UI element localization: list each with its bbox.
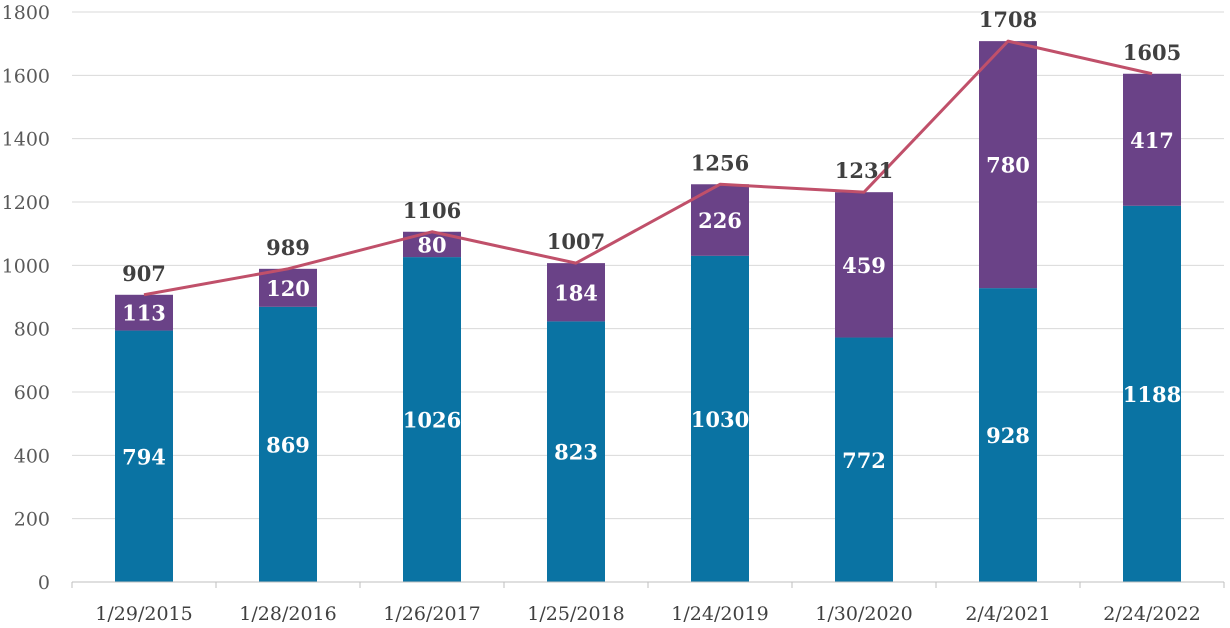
- bar-segment-series-1: [691, 255, 749, 583]
- x-tick-label: 1/28/2016: [239, 603, 336, 625]
- x-tick-label: 1/29/2015: [95, 603, 192, 625]
- segment-data-label: 80: [417, 232, 446, 257]
- x-axis: 1/29/2015 1/28/2016 1/26/2017 1/25/2018 1/24…: [71, 581, 1225, 625]
- y-tick-label: 0: [38, 572, 50, 594]
- segment-data-label: 869: [266, 432, 310, 457]
- segment-data-label: 928: [986, 423, 1030, 448]
- bar-segment-series-2: [259, 268, 317, 307]
- bar-segment-series-1: [835, 337, 893, 582]
- data-labels: 794 113 869 120 1026 80 823 184 1030 226 772 459 928…: [122, 7, 1181, 473]
- y-tick-label: 1800: [2, 2, 50, 24]
- segment-data-label: 780: [986, 153, 1030, 178]
- bars: [115, 41, 1181, 583]
- y-tick-label: 800: [14, 319, 50, 341]
- total-data-label: 1106: [403, 198, 461, 223]
- segment-data-label: 459: [842, 253, 886, 278]
- x-tick-label: 1/24/2019: [671, 603, 768, 625]
- y-tick-label: 1000: [2, 255, 50, 277]
- bar-segment-series-2: [547, 263, 605, 322]
- y-tick-label: 200: [14, 509, 50, 531]
- y-tick-label: 1400: [2, 129, 50, 151]
- bar-segment-series-2: [979, 41, 1037, 289]
- total-line-path: [143, 39, 1153, 297]
- bar-segment-series-1: [403, 257, 461, 582]
- segment-data-label: 226: [698, 208, 742, 233]
- y-tick-label: 1200: [2, 192, 50, 214]
- y-tick-label: 600: [14, 382, 50, 404]
- segment-data-label: 1188: [1123, 382, 1181, 407]
- bar-segment-series-1: [1123, 205, 1181, 583]
- total-data-label: 1256: [691, 150, 749, 175]
- segment-data-label: 823: [554, 440, 598, 465]
- bar-segment-series-2: [1123, 73, 1181, 206]
- bar-segment-series-1: [259, 306, 317, 582]
- y-tick-label: 1600: [2, 65, 50, 87]
- gridlines: [72, 11, 1224, 520]
- segment-data-label: 1030: [691, 407, 749, 432]
- segment-data-label: 184: [554, 280, 598, 305]
- x-tick-label: 1/26/2017: [383, 603, 480, 625]
- total-data-label: 907: [122, 261, 166, 286]
- x-tick-label: 2/4/2021: [965, 603, 1050, 625]
- bar-segment-series-1: [979, 288, 1037, 582]
- segment-data-label: 794: [122, 444, 166, 469]
- total-line: [143, 39, 1153, 297]
- bar-segment-series-2: [115, 294, 173, 331]
- y-tick-label: 400: [14, 445, 50, 467]
- segment-data-label: 417: [1130, 128, 1174, 153]
- total-data-label: 1231: [835, 158, 893, 183]
- segment-data-label: 1026: [403, 408, 461, 433]
- x-tick-label: 1/30/2020: [815, 603, 912, 625]
- x-tick-label: 2/24/2022: [1103, 603, 1200, 625]
- x-tick-label: 1/25/2018: [527, 603, 624, 625]
- total-data-label: 1007: [547, 229, 605, 254]
- segment-data-label: 113: [122, 301, 166, 326]
- segment-data-label: 772: [842, 448, 886, 473]
- total-data-label: 1708: [979, 7, 1037, 32]
- total-data-label: 1605: [1123, 40, 1181, 65]
- bar-segment-series-1: [547, 321, 605, 582]
- bar-segment-series-2: [835, 192, 893, 338]
- total-data-label: 989: [266, 235, 310, 260]
- y-axis: 0 200 400 600 800 1000 1200 1400 1600 1800: [2, 2, 50, 594]
- segment-data-label: 120: [266, 276, 310, 301]
- bar-segment-series-1: [115, 330, 173, 582]
